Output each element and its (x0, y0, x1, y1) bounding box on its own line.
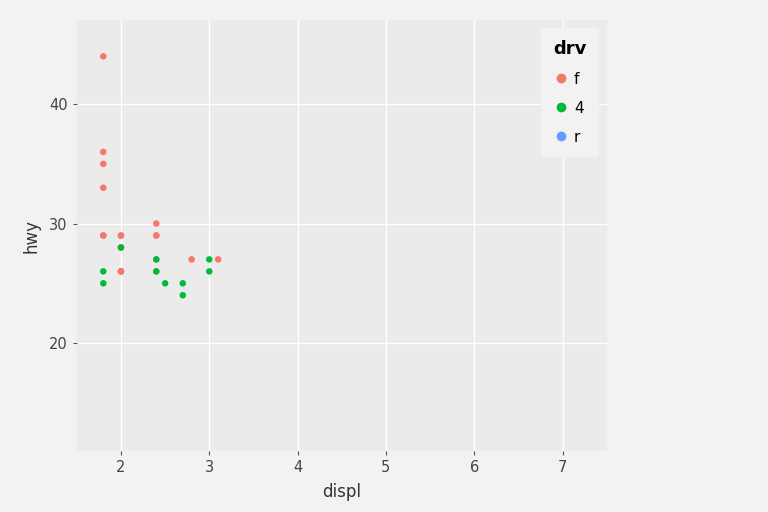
Point (212, 255, 224, 264)
Point (115, 267, 127, 275)
Point (185, 255, 197, 264)
Point (115, 243, 127, 251)
Point (151, 267, 163, 275)
Point (203, 255, 215, 264)
Point (97, 267, 110, 275)
Point (97, 160, 110, 168)
Point (115, 267, 127, 275)
Point (97, 184, 110, 192)
Point (151, 255, 163, 264)
Y-axis label: hwy: hwy (23, 219, 41, 252)
Point (97, 231, 110, 240)
Point (177, 291, 189, 300)
Point (151, 231, 163, 240)
Point (115, 231, 127, 240)
Point (151, 231, 163, 240)
Point (151, 255, 163, 264)
Point (97, 279, 110, 287)
Point (151, 220, 163, 228)
Point (97, 52, 110, 60)
Point (115, 267, 127, 275)
X-axis label: displ: displ (323, 483, 361, 501)
Point (203, 267, 215, 275)
Point (177, 279, 189, 287)
Point (115, 243, 127, 251)
Point (97, 148, 110, 156)
Point (115, 243, 127, 251)
Point (97, 231, 110, 240)
Point (115, 231, 127, 240)
Point (159, 279, 171, 287)
Point (151, 267, 163, 275)
Legend: f, 4, r: f, 4, r (541, 28, 599, 157)
